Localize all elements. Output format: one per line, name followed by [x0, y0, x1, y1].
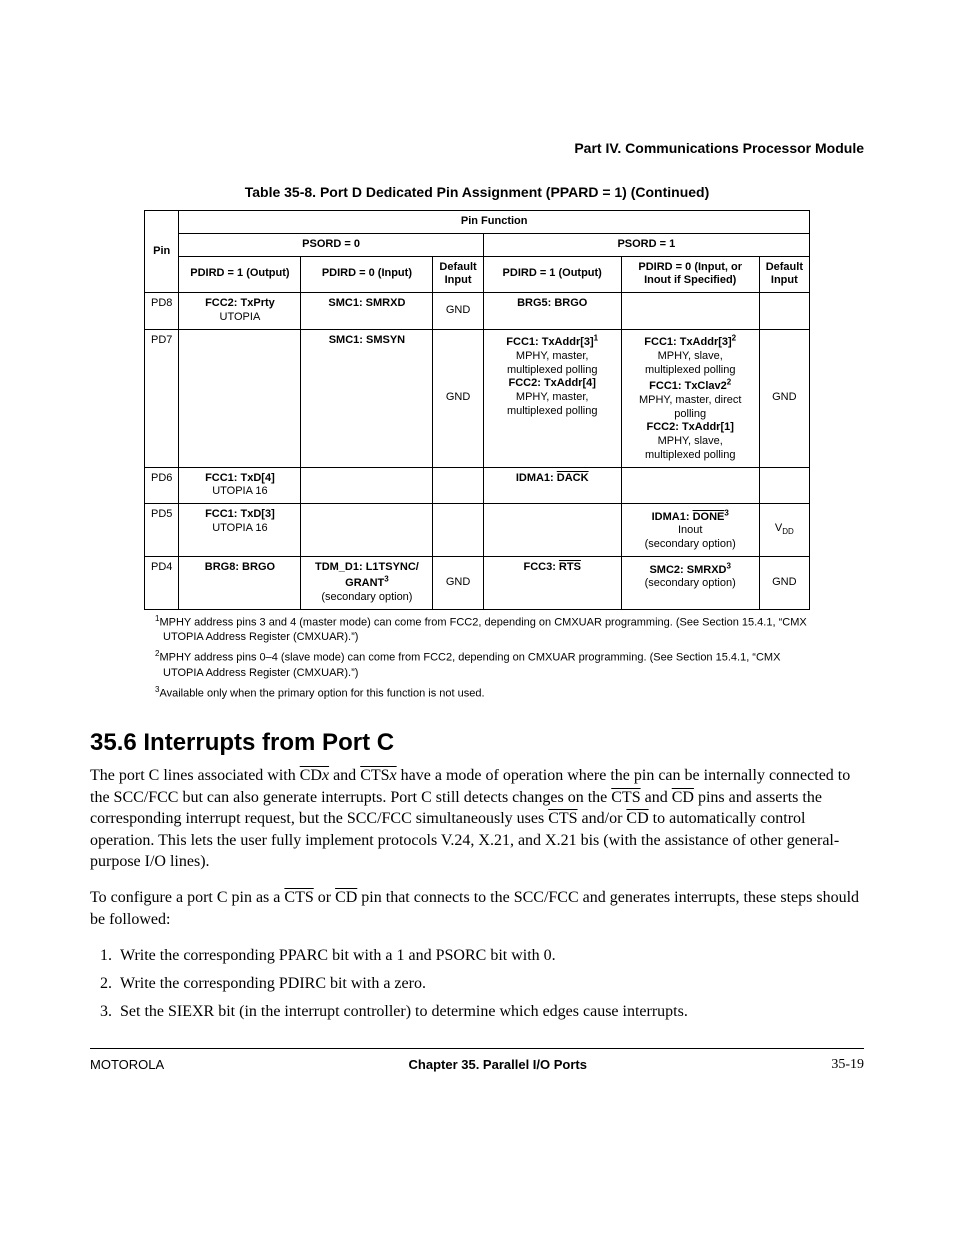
- th-def-a: Default Input: [433, 256, 483, 293]
- table-row: PD7SMC1: SMSYNGNDFCC1: TxAddr[3]1MPHY, m…: [145, 329, 810, 467]
- cell-a-out: FCC1: TxD[3]UTOPIA 16: [179, 504, 301, 557]
- cell-b-def: GND: [759, 556, 809, 609]
- cell-b-def: VDD: [759, 504, 809, 557]
- cell-b-in: [621, 293, 759, 330]
- footnote-3: 3Available only when the primary option …: [147, 685, 807, 702]
- cell-a-def: [433, 467, 483, 504]
- cell-pin: PD4: [145, 556, 179, 609]
- th-def-b: Default Input: [759, 256, 809, 293]
- footnote-1-text: MPHY address pins 3 and 4 (master mode) …: [159, 617, 806, 644]
- page-footer: MOTOROLA Chapter 35. Parallel I/O Ports …: [90, 1057, 864, 1073]
- cell-pin: PD6: [145, 467, 179, 504]
- cell-pin: PD7: [145, 329, 179, 467]
- th-pd1out-a: PDIRD = 1 (Output): [179, 256, 301, 293]
- cell-b-in: IDMA1: DONE3Inout(secondary option): [621, 504, 759, 557]
- step-item: Write the corresponding PDIRC bit with a…: [116, 972, 864, 996]
- cell-a-in: SMC1: SMSYN: [301, 329, 433, 467]
- steps-list: Write the corresponding PPARC bit with a…: [116, 944, 864, 1024]
- th-psord1: PSORD = 1: [483, 233, 809, 256]
- cell-a-out: [179, 329, 301, 467]
- cell-pin: PD5: [145, 504, 179, 557]
- cell-b-out: FCC3: RTS: [483, 556, 621, 609]
- step-item: Set the SIEXR bit (in the interrupt cont…: [116, 1000, 864, 1024]
- footnote-2: 2MPHY address pins 0–4 (slave mode) can …: [147, 649, 807, 680]
- table-row: PD8FCC2: TxPrtyUTOPIASMC1: SMRXDGNDBRG5:…: [145, 293, 810, 330]
- cell-b-in: FCC1: TxAddr[3]2MPHY, slave,multiplexed …: [621, 329, 759, 467]
- cell-b-out: [483, 504, 621, 557]
- table-row: PD4BRG8: BRGOTDM_D1: L1TSYNC/GRANT3(seco…: [145, 556, 810, 609]
- cell-b-def: [759, 293, 809, 330]
- table-head: Pin Pin Function PSORD = 0 PSORD = 1 PDI…: [145, 211, 810, 293]
- cell-b-out: IDMA1: DACK: [483, 467, 621, 504]
- table-footnotes: 1MPHY address pins 3 and 4 (master mode)…: [147, 614, 807, 701]
- cell-b-out: FCC1: TxAddr[3]1MPHY, master,multiplexed…: [483, 329, 621, 467]
- cell-a-out: FCC1: TxD[4]UTOPIA 16: [179, 467, 301, 504]
- table-body: PD8FCC2: TxPrtyUTOPIASMC1: SMRXDGNDBRG5:…: [145, 293, 810, 610]
- cell-b-in: [621, 467, 759, 504]
- cell-a-in: [301, 467, 433, 504]
- cell-a-def: GND: [433, 329, 483, 467]
- cell-a-out: FCC2: TxPrtyUTOPIA: [179, 293, 301, 330]
- th-pinfunc: Pin Function: [179, 211, 810, 234]
- section-paragraph-1: The port C lines associated with CDx and…: [90, 765, 864, 873]
- footer-right: 35-19: [831, 1057, 864, 1073]
- cell-a-in: [301, 504, 433, 557]
- footer-left: MOTOROLA: [90, 1057, 164, 1073]
- cell-pin: PD8: [145, 293, 179, 330]
- table-row: PD6FCC1: TxD[4]UTOPIA 16 IDMA1: DACK: [145, 467, 810, 504]
- footnote-1: 1MPHY address pins 3 and 4 (master mode)…: [147, 614, 807, 645]
- footer-center: Chapter 35. Parallel I/O Ports: [409, 1057, 587, 1073]
- th-psord0: PSORD = 0: [179, 233, 483, 256]
- cell-a-def: GND: [433, 556, 483, 609]
- cell-b-def: GND: [759, 329, 809, 467]
- th-pd1out-b: PDIRD = 1 (Output): [483, 256, 621, 293]
- th-pd0in-a: PDIRD = 0 (Input): [301, 256, 433, 293]
- cell-b-def: [759, 467, 809, 504]
- th-pin: Pin: [145, 211, 179, 293]
- cell-b-in: SMC2: SMRXD3(secondary option): [621, 556, 759, 609]
- pin-assignment-table: Pin Pin Function PSORD = 0 PSORD = 1 PDI…: [144, 210, 810, 610]
- cell-a-def: GND: [433, 293, 483, 330]
- table-caption: Table 35-8. Port D Dedicated Pin Assignm…: [90, 184, 864, 200]
- cell-a-def: [433, 504, 483, 557]
- th-pd0in-b: PDIRD = 0 (Input, or Inout if Specified): [621, 256, 759, 293]
- table-row: PD5FCC1: TxD[3]UTOPIA 16 IDMA1: DONE3Inou…: [145, 504, 810, 557]
- cell-a-in: TDM_D1: L1TSYNC/GRANT3(secondary option): [301, 556, 433, 609]
- cell-b-out: BRG5: BRGO: [483, 293, 621, 330]
- part-header: Part IV. Communications Processor Module: [90, 140, 864, 156]
- footer-rule: [90, 1048, 864, 1049]
- section-heading: 35.6 Interrupts from Port C: [90, 729, 864, 757]
- section-paragraph-2: To configure a port C pin as a CTS or CD…: [90, 887, 864, 930]
- cell-a-in: SMC1: SMRXD: [301, 293, 433, 330]
- footnote-3-text: Available only when the primary option f…: [159, 687, 484, 699]
- cell-a-out: BRG8: BRGO: [179, 556, 301, 609]
- step-item: Write the corresponding PPARC bit with a…: [116, 944, 864, 968]
- footnote-2-text: MPHY address pins 0–4 (slave mode) can c…: [159, 652, 780, 679]
